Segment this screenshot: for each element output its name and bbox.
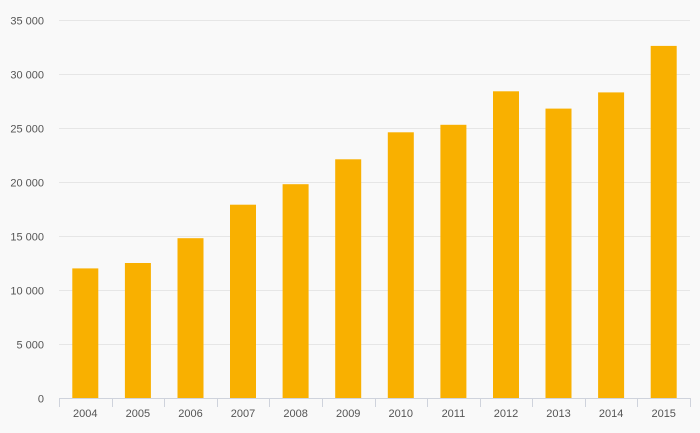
x-tick-label: 2009: [336, 408, 360, 420]
bar-2014: [598, 92, 625, 399]
bar-2005: [124, 263, 151, 398]
y-tick-label: 10 000: [10, 286, 44, 298]
bar-2006: [177, 238, 204, 398]
bars: [72, 45, 677, 399]
x-tick-label: 2008: [283, 408, 307, 420]
y-tick-label: 25 000: [10, 124, 44, 136]
x-tick-label: 2007: [231, 408, 255, 420]
x-tick-label: 2013: [546, 408, 570, 420]
bar-2010: [387, 132, 414, 399]
bar-2009: [335, 159, 362, 398]
bar-2008: [282, 184, 309, 398]
y-tick-label: 20 000: [10, 178, 44, 190]
gridlines: [59, 20, 690, 345]
y-tick-label: 0: [38, 394, 44, 406]
bar-2013: [545, 108, 572, 398]
y-tick-label: 30 000: [10, 70, 44, 82]
y-tick-label: 35 000: [10, 16, 44, 28]
x-tick-label: 2005: [126, 408, 150, 420]
bar-2012: [493, 91, 519, 399]
x-tick-label: 2011: [442, 408, 466, 420]
y-tick-label: 15 000: [10, 232, 44, 244]
bar-2011: [440, 124, 467, 399]
bar-2015: [650, 45, 677, 399]
y-tick-label: 5 000: [16, 340, 44, 352]
x-axis-labels: 2004 2005 2006 2007 2008 2009 2010 2011 2012 2013…: [73, 408, 676, 420]
y-axis-labels: 0 5 000 10 000 15 000 20 000 25 000 30 000 35 0…: [10, 16, 44, 406]
x-tick-label: 2014: [599, 408, 623, 420]
bar-2004: [72, 268, 99, 398]
bar-2007: [230, 204, 256, 398]
x-tick-label: 2012: [494, 408, 518, 420]
x-tick-label: 2010: [389, 408, 413, 420]
x-axis: [59, 398, 691, 407]
x-tick-label: 2015: [651, 408, 675, 420]
x-tick-label: 2006: [178, 408, 202, 420]
x-tick-label: 2004: [73, 408, 97, 420]
